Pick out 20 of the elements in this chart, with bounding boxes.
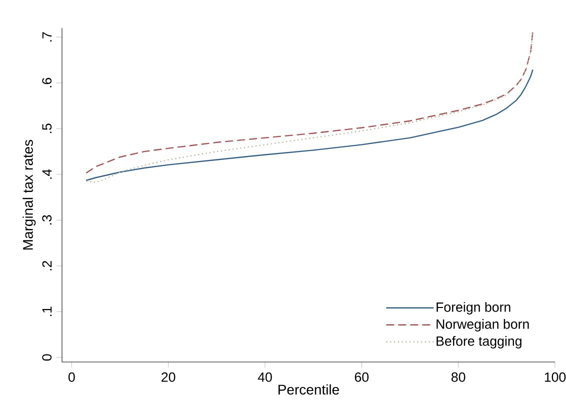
y-tick-label: .7 <box>42 32 52 42</box>
y-tick-label: .1 <box>42 306 52 316</box>
x-tick-label: 20 <box>162 372 176 382</box>
x-tick-label: 100 <box>544 372 566 382</box>
x-tick-label: 40 <box>258 372 272 382</box>
line-series <box>86 69 534 181</box>
y-tick-label: .2 <box>42 261 52 270</box>
x-axis-title: Percentile <box>278 384 339 395</box>
x-tick-label: 60 <box>354 372 369 382</box>
y-tick-label: .3 <box>42 215 52 225</box>
y-tick-label: .6 <box>42 78 52 88</box>
y-tick-label: 0 <box>42 354 52 361</box>
y-tick-label: .5 <box>42 124 52 134</box>
x-tick-label: 0 <box>68 372 75 382</box>
legend-label: Norwegian born <box>436 319 529 332</box>
legend-label: Before tagging <box>436 336 522 348</box>
y-tick-label: .4 <box>42 169 52 179</box>
x-tick-label: 80 <box>452 372 466 382</box>
y-axis-title: Marginal tax rates <box>22 140 36 250</box>
legend-label: Foreign born <box>436 302 510 314</box>
